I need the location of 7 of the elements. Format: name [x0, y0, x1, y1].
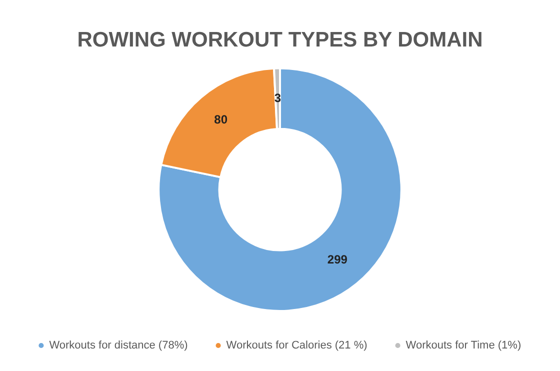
legend-label: Workouts for distance (78%) — [49, 340, 188, 352]
data-label: 299 — [327, 252, 348, 267]
legend-label: Workouts for Time (1%) — [406, 340, 522, 352]
data-label: 80 — [214, 112, 228, 127]
data-label: 3 — [274, 90, 282, 105]
legend-label: Workouts for Calories (21 %) — [226, 340, 368, 352]
chart-title: ROWING WORKOUT TYPES BY DOMAIN — [77, 28, 483, 52]
